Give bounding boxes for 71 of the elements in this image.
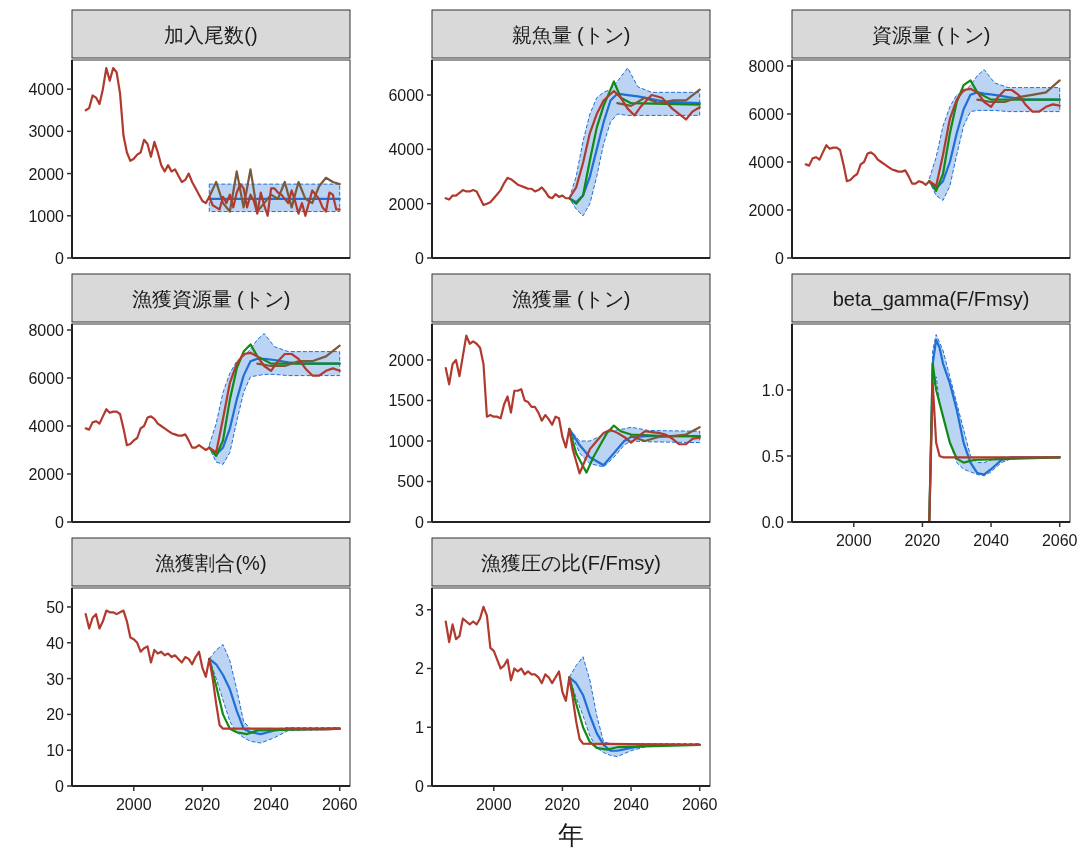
line-series — [976, 79, 1061, 104]
y-tick-label: 2000 — [28, 165, 65, 183]
line-series — [804, 87, 1061, 188]
y-tick-label: 4000 — [28, 81, 65, 99]
y-tick-label: 2000 — [28, 466, 65, 483]
y-tick-label: 2000 — [388, 195, 425, 213]
chart-title: 漁獲資源量 (トン) — [131, 288, 291, 310]
line-series — [444, 89, 701, 207]
y-tick-label: 0 — [415, 778, 425, 795]
y-tick-label: 0 — [415, 514, 425, 531]
x-tick-label: 2040 — [613, 796, 649, 813]
y-tick-label: 0 — [415, 250, 425, 267]
y-tick-label: 10 — [46, 742, 65, 760]
x-tick-label: 2060 — [1041, 532, 1078, 549]
line-series — [616, 88, 701, 107]
y-tick-label: 2000 — [748, 202, 785, 219]
x-tick-label: 2000 — [115, 796, 152, 813]
line-series — [444, 605, 701, 746]
line-series — [84, 609, 341, 731]
x-tick-label: 2000 — [475, 796, 512, 813]
y-tick-label: 1000 — [28, 207, 65, 225]
y-tick-label: 0 — [55, 778, 65, 795]
y-tick-label: 3000 — [28, 123, 65, 141]
y-tick-label: 0.0 — [761, 514, 785, 531]
y-tick-label: 40 — [46, 634, 65, 652]
chart-title: 資源量 (トン) — [871, 24, 991, 46]
x-axis-title: 年 — [558, 820, 584, 850]
x-tick-label: 2020 — [904, 532, 941, 549]
y-tick-label: 0 — [55, 514, 65, 531]
x-tick-label: 2040 — [973, 532, 1009, 549]
chart-title: beta_gamma(F/Fmsy) — [832, 288, 1030, 311]
y-tick-label: 1500 — [388, 392, 425, 410]
y-tick-label: 50 — [46, 598, 65, 616]
chart-title: 加入尾数() — [164, 24, 258, 46]
chart-title: 漁獲割合(%) — [155, 552, 267, 574]
x-tick-label: 2020 — [544, 796, 581, 813]
y-tick-label: 1 — [415, 719, 425, 737]
line-series — [208, 168, 341, 213]
y-tick-label: 8000 — [748, 58, 785, 75]
x-tick-label: 2020 — [184, 796, 221, 813]
y-tick-label: 2000 — [388, 351, 425, 369]
y-tick-label: 0.5 — [761, 448, 785, 465]
line-series — [629, 426, 701, 443]
y-tick-label: 8000 — [28, 322, 65, 339]
y-tick-label: 6000 — [28, 370, 65, 387]
y-tick-label: 2 — [415, 660, 425, 678]
y-tick-label: 30 — [46, 670, 65, 688]
y-tick-label: 20 — [46, 706, 65, 724]
x-tick-label: 2040 — [253, 796, 289, 813]
y-tick-label: 1.0 — [761, 382, 785, 399]
x-tick-label: 2000 — [835, 532, 872, 549]
y-tick-label: 1000 — [388, 432, 425, 450]
chart-title: 親魚量 (トン) — [511, 24, 631, 46]
y-tick-label: 6000 — [388, 87, 425, 105]
line-series — [444, 334, 701, 475]
line-series — [568, 424, 701, 474]
y-tick-label: 500 — [397, 473, 425, 491]
y-tick-label: 6000 — [748, 106, 785, 123]
y-tick-label: 4000 — [388, 141, 425, 159]
chart-title: 漁獲量 (トン) — [511, 288, 631, 310]
y-tick-label: 4000 — [748, 154, 785, 171]
line-series — [84, 66, 341, 217]
line-series — [256, 344, 341, 368]
y-tick-label: 3 — [415, 601, 425, 619]
y-tick-label: 0 — [55, 250, 65, 267]
y-tick-label: 0 — [775, 250, 785, 267]
x-tick-label: 2060 — [681, 796, 718, 813]
chart-title: 漁獲圧の比(F/Fmsy) — [481, 552, 661, 574]
line-series — [84, 351, 341, 454]
y-tick-label: 4000 — [28, 418, 65, 435]
x-tick-label: 2060 — [321, 796, 358, 813]
